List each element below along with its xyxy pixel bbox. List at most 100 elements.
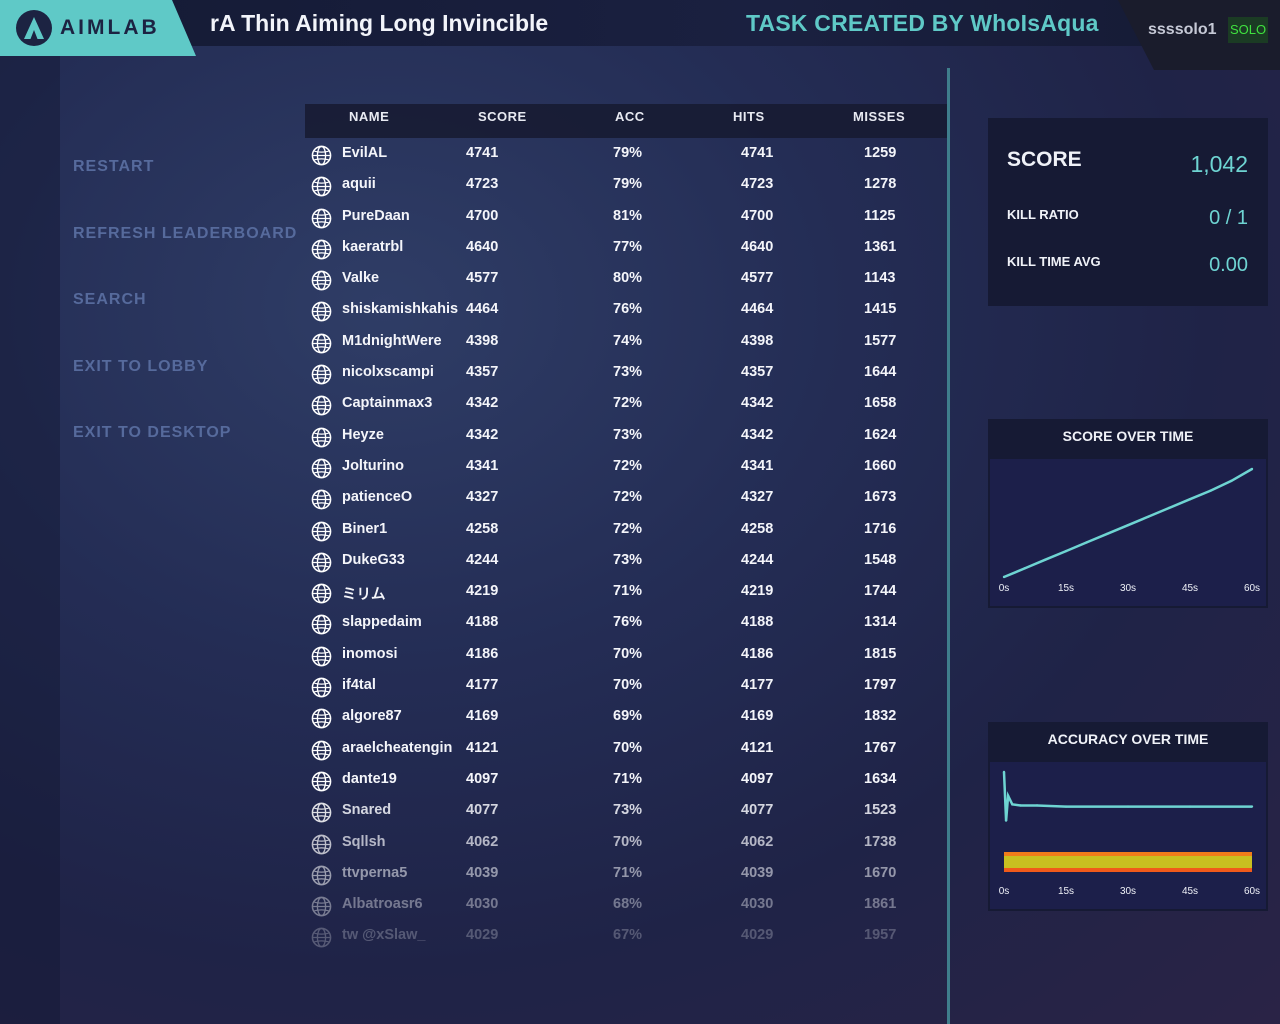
leaderboard-row[interactable]: Valke 4577 80% 4577 1143: [305, 263, 948, 294]
accuracy-chart-title: ACCURACY OVER TIME: [1047, 731, 1209, 747]
leaderboard-row[interactable]: ttvperna5 4039 71% 4039 1670: [305, 858, 948, 889]
player-score: 4177: [466, 677, 499, 694]
task-title: rA Thin Aiming Long Invincible: [210, 10, 549, 36]
player-hits: 4700: [741, 207, 774, 224]
player-name: tw @xSlaw_: [342, 927, 426, 944]
x-tick-label: 15s: [1058, 886, 1074, 897]
leaderboard-row[interactable]: inomosi 4186 70% 4186 1815: [305, 639, 948, 670]
leaderboard-row[interactable]: nicolxscampi 4357 73% 4357 1644: [305, 357, 948, 388]
leaderboard-row[interactable]: aquii 4723 79% 4723 1278: [305, 169, 948, 200]
globe-icon: [311, 771, 332, 792]
leaderboard-row[interactable]: dante19 4097 71% 4097 1634: [305, 764, 948, 795]
leaderboard-row[interactable]: Sqllsh 4062 70% 4062 1738: [305, 827, 948, 858]
player-accuracy: 70%: [613, 645, 643, 662]
player-hits: 4077: [741, 802, 774, 819]
player-score: 4258: [466, 520, 499, 537]
x-tick-label: 0s: [999, 886, 1010, 897]
globe-icon: [311, 333, 332, 354]
player-score: 4640: [466, 238, 499, 255]
header-score: SCORE: [478, 109, 527, 124]
player-accuracy: 80%: [613, 270, 643, 287]
leaderboard-row[interactable]: Biner1 4258 72% 4258 1716: [305, 514, 948, 545]
player-misses: 1670: [864, 864, 897, 881]
player-name: ttvperna5: [342, 864, 408, 881]
globe-icon: [311, 145, 332, 166]
player-score: 4398: [466, 332, 499, 349]
leaderboard-row[interactable]: M1dnightWere 4398 74% 4398 1577: [305, 326, 948, 357]
leaderboard-row[interactable]: kaeratrbl 4640 77% 4640 1361: [305, 232, 948, 263]
leaderboard-row[interactable]: patienceO 4327 72% 4327 1673: [305, 482, 948, 513]
player-score: 4121: [466, 739, 499, 756]
player-name: Captainmax3: [342, 395, 433, 412]
data-point: [1064, 549, 1068, 553]
x-tick-label: 0s: [999, 583, 1010, 594]
player-accuracy: 72%: [613, 520, 643, 537]
data-point: [1188, 805, 1192, 808]
player-misses: 1744: [864, 583, 897, 600]
player-hits: 4062: [741, 833, 774, 850]
player-score: 4700: [466, 207, 499, 224]
leaderboard-row[interactable]: araelcheatengin 4121 70% 4121 1767: [305, 733, 948, 764]
player-misses: 1644: [864, 364, 897, 381]
data-point: [1147, 515, 1150, 518]
leaderboard-row[interactable]: tw @xSlaw_ 4029 67% 4029 1957: [305, 920, 948, 951]
player-hits: 4219: [741, 583, 774, 600]
leaderboard-row[interactable]: DukeG33 4244 73% 4244 1548: [305, 545, 948, 576]
globe-icon: [311, 614, 332, 635]
player-accuracy: 74%: [613, 332, 643, 349]
player-accuracy: 77%: [613, 238, 643, 255]
search-button[interactable]: SEARCH: [73, 291, 147, 308]
top-bar: [0, 0, 1280, 46]
player-name: Albatroasr6: [342, 896, 423, 913]
score-label: SCORE: [1007, 148, 1082, 171]
player-misses: 1767: [864, 739, 897, 756]
leaderboard-row[interactable]: PureDaan 4700 81% 4700 1125: [305, 201, 948, 232]
exit-to-desktop-button[interactable]: EXIT TO DESKTOP: [73, 424, 232, 441]
player-name: Heyze: [342, 426, 384, 443]
x-tick-label: 60s: [1244, 886, 1260, 897]
leaderboard-row[interactable]: shiskamishkahis 4464 76% 4464 1415: [305, 294, 948, 325]
player-accuracy: 67%: [613, 927, 643, 944]
player-misses: 1660: [864, 457, 897, 474]
header-hits: HITS: [733, 109, 765, 124]
player-name: aquii: [342, 176, 376, 193]
leaderboard-row[interactable]: ミリム 4219 71% 4219 1744: [305, 576, 948, 607]
leaderboard-row[interactable]: Captainmax3 4342 72% 4342 1658: [305, 388, 948, 419]
leaderboard-row[interactable]: Albatroasr6 4030 68% 4030 1861: [305, 889, 948, 920]
player-score: 4077: [466, 802, 499, 819]
globe-icon: [311, 239, 332, 260]
player-name: if4tal: [342, 677, 376, 694]
left-strip: [0, 56, 60, 1024]
exit-to-lobby-button[interactable]: EXIT TO LOBBY: [73, 357, 209, 375]
player-misses: 1143: [864, 270, 896, 287]
leaderboard-row[interactable]: if4tal 4177 70% 4177 1797: [305, 670, 948, 701]
player-name: ミリム: [342, 587, 386, 604]
player-score: 4357: [466, 364, 499, 381]
header-misses: MISSES: [853, 109, 906, 124]
player-misses: 1278: [864, 176, 897, 193]
player-hits: 4342: [741, 395, 774, 412]
refresh-leaderboard-button[interactable]: REFRESH LEADERBOARD: [73, 224, 298, 242]
restart-button[interactable]: RESTART: [73, 158, 155, 175]
kill-time-avg-label: KILL TIME AVG: [1007, 254, 1101, 269]
leaderboard-row[interactable]: slappedaim 4188 76% 4188 1314: [305, 607, 948, 638]
leaderboard-row[interactable]: algore87 4169 69% 4169 1832: [305, 701, 948, 732]
leaderboard-row[interactable]: Snared 4077 73% 4077 1523: [305, 795, 948, 826]
leaderboard-row[interactable]: EvilAL 4741 79% 4741 1259: [305, 138, 948, 169]
player-hits: 4188: [741, 614, 774, 631]
username: ssssolo1: [1148, 21, 1217, 38]
player-score: 4464: [466, 301, 499, 318]
x-tick-label: 45s: [1182, 886, 1198, 897]
data-point: [1126, 523, 1130, 527]
leaderboard-row[interactable]: Heyze 4342 73% 4342 1624: [305, 420, 948, 451]
player-hits: 4342: [741, 426, 774, 443]
score-over-time-chart: 0s 15s 30s 45s 60s: [999, 467, 1260, 594]
player-misses: 1314: [864, 614, 897, 631]
player-accuracy: 81%: [613, 207, 643, 224]
leaderboard-row[interactable]: Jolturino 4341 72% 4341 1660: [305, 451, 948, 482]
player-score: 4341: [466, 457, 499, 474]
x-tick-label: 30s: [1120, 583, 1136, 594]
player-score: 4030: [466, 896, 499, 913]
player-accuracy: 70%: [613, 677, 643, 694]
player-score: 4169: [466, 708, 499, 725]
